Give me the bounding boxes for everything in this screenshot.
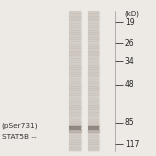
Text: (kD): (kD) — [125, 11, 140, 17]
Text: 34: 34 — [125, 57, 134, 66]
Text: (pSer731): (pSer731) — [2, 123, 38, 129]
FancyBboxPatch shape — [69, 126, 81, 130]
Text: 26: 26 — [125, 39, 134, 48]
Text: 48: 48 — [125, 80, 134, 89]
Text: 85: 85 — [125, 118, 134, 127]
FancyBboxPatch shape — [69, 11, 81, 151]
Text: STAT5B --: STAT5B -- — [2, 134, 36, 140]
FancyBboxPatch shape — [88, 11, 100, 151]
Text: 19: 19 — [125, 18, 134, 27]
FancyBboxPatch shape — [88, 126, 100, 130]
Text: 117: 117 — [125, 140, 139, 149]
